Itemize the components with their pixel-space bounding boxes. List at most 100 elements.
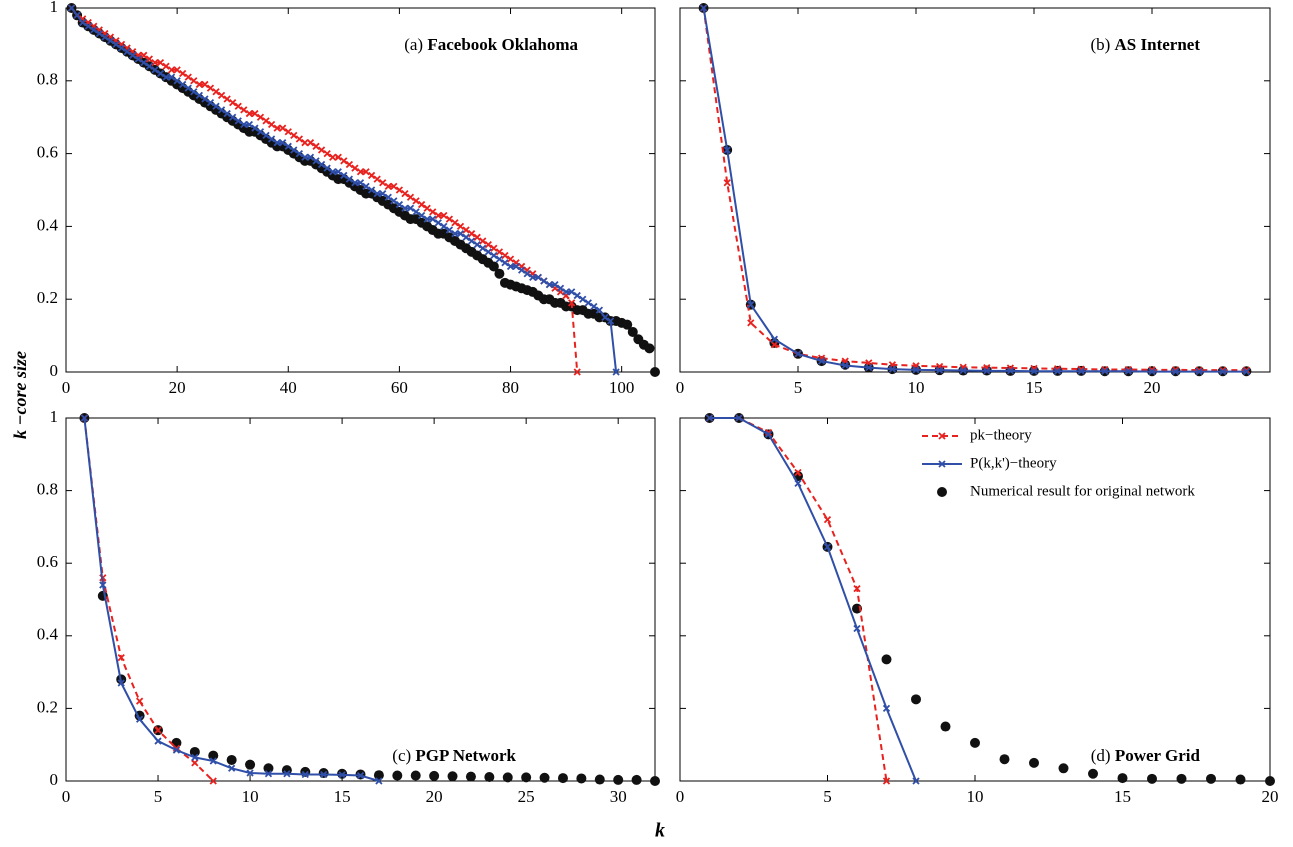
data-point bbox=[512, 262, 520, 271]
data-point bbox=[1117, 773, 1128, 784]
data-point bbox=[747, 301, 755, 309]
data-point bbox=[134, 55, 142, 63]
data-point bbox=[112, 40, 120, 49]
data-point bbox=[340, 157, 348, 165]
data-point bbox=[494, 268, 505, 279]
data-point bbox=[501, 251, 509, 260]
data-point bbox=[1242, 367, 1251, 376]
data-point bbox=[1029, 757, 1039, 768]
data-point bbox=[245, 759, 256, 770]
data-point bbox=[613, 774, 624, 785]
data-point bbox=[329, 168, 337, 176]
data-point bbox=[323, 164, 331, 172]
data-point bbox=[473, 233, 481, 241]
data-point bbox=[523, 270, 531, 278]
data-point bbox=[209, 777, 217, 785]
panel-title: (d) Power Grid bbox=[1091, 746, 1201, 765]
panel-label: (c) bbox=[392, 746, 411, 765]
panel-title: (a) Facebook Oklahoma bbox=[404, 35, 578, 54]
data-point bbox=[334, 168, 342, 176]
data-point bbox=[451, 230, 459, 238]
series-line bbox=[83, 417, 214, 782]
y-tick-label: 0.4 bbox=[37, 215, 59, 234]
data-point bbox=[568, 299, 576, 307]
data-point bbox=[545, 281, 554, 289]
data-point bbox=[770, 335, 779, 343]
data-point bbox=[90, 26, 98, 34]
data-point bbox=[764, 428, 773, 437]
data-point bbox=[395, 186, 404, 194]
data-point bbox=[395, 200, 404, 209]
data-point bbox=[345, 175, 354, 183]
data-point bbox=[462, 233, 470, 241]
data-point bbox=[140, 51, 148, 59]
data-point bbox=[228, 764, 236, 772]
data-point bbox=[190, 77, 198, 85]
data-point bbox=[488, 261, 499, 272]
data-point bbox=[145, 62, 153, 70]
x-tick-label: 20 bbox=[1144, 378, 1161, 397]
x-tick-label: 5 bbox=[823, 787, 832, 806]
data-point bbox=[262, 117, 270, 125]
data-point bbox=[770, 341, 779, 349]
data-point bbox=[434, 219, 442, 227]
data-point bbox=[123, 48, 131, 56]
legend-label: Numerical result for original network bbox=[970, 483, 1195, 499]
data-point bbox=[301, 153, 309, 161]
data-point bbox=[434, 211, 442, 220]
data-point bbox=[334, 153, 342, 161]
data-point bbox=[1030, 367, 1038, 375]
y-tick-label: 0.4 bbox=[37, 625, 59, 644]
data-point bbox=[562, 288, 570, 296]
series bbox=[698, 3, 1252, 377]
x-tick-label: 20 bbox=[426, 787, 443, 806]
data-point bbox=[484, 248, 492, 256]
data-point bbox=[208, 750, 219, 761]
data-point bbox=[490, 251, 498, 260]
data-point bbox=[191, 753, 199, 762]
data-point bbox=[184, 84, 192, 92]
x-tick-label: 100 bbox=[609, 378, 635, 397]
data-point bbox=[865, 363, 873, 372]
legend-marker bbox=[938, 432, 946, 440]
x-tick-label: 60 bbox=[391, 378, 408, 397]
data-point bbox=[290, 131, 298, 140]
x-tick-label: 10 bbox=[967, 787, 984, 806]
data-point bbox=[167, 73, 176, 81]
data-point bbox=[167, 66, 176, 74]
x-tick-label: 80 bbox=[502, 378, 519, 397]
x-tick-label: 0 bbox=[676, 787, 685, 806]
data-point bbox=[794, 479, 802, 487]
data-point bbox=[882, 704, 891, 713]
y-tick-label: 1 bbox=[50, 0, 59, 16]
x-tick-label: 15 bbox=[334, 787, 351, 806]
series bbox=[66, 3, 660, 377]
y-tick-label: 0.6 bbox=[37, 143, 58, 162]
panel-name: AS Internet bbox=[1115, 35, 1201, 54]
data-point bbox=[320, 770, 328, 779]
data-point bbox=[226, 754, 237, 765]
data-point bbox=[417, 200, 426, 209]
data-point bbox=[1058, 763, 1069, 774]
data-point bbox=[557, 773, 568, 784]
data-point bbox=[251, 109, 259, 118]
data-point bbox=[212, 88, 220, 96]
data-point bbox=[817, 357, 826, 365]
data-point bbox=[573, 291, 581, 300]
y-tick-label: 0 bbox=[50, 361, 59, 380]
data-point bbox=[429, 208, 437, 216]
data-point bbox=[234, 117, 242, 125]
data-point bbox=[506, 255, 515, 263]
data-point bbox=[456, 222, 465, 231]
data-point bbox=[495, 255, 504, 263]
x-tick-label: 15 bbox=[1114, 787, 1131, 806]
data-point bbox=[195, 80, 203, 89]
data-point bbox=[212, 102, 220, 110]
y-tick-label: 0.8 bbox=[37, 480, 58, 499]
x-tick-label: 30 bbox=[610, 787, 627, 806]
data-point bbox=[312, 157, 320, 165]
data-point bbox=[245, 109, 254, 118]
data-point bbox=[156, 58, 165, 67]
data-point bbox=[501, 259, 509, 267]
legend-label: P(k,k')−theory bbox=[970, 455, 1057, 471]
